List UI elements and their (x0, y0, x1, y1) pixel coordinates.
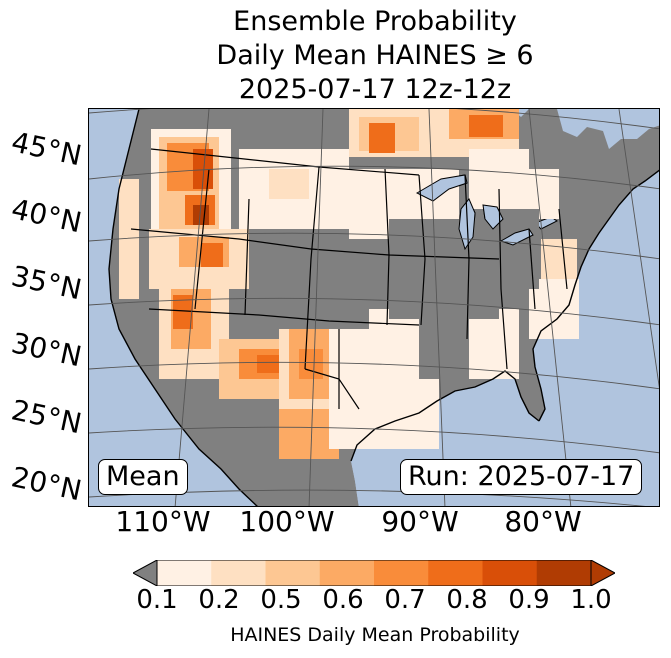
colorbar-tick-label: 0.6 (322, 585, 364, 615)
colorbar-segment (536, 560, 592, 586)
map-panel (88, 108, 660, 507)
probability-shading (119, 109, 599, 459)
lat-label-35: 35°N (8, 259, 85, 307)
colorbar-under-arrow (133, 560, 158, 586)
colorbar-segment (265, 560, 321, 586)
colorbar-segment (157, 560, 212, 586)
colorbar-tick-label: 0.1 (136, 585, 178, 615)
colorbar-tick-label: 1.0 (570, 585, 612, 615)
colorbar-segment (482, 560, 538, 586)
colorbar-tick-label: 0.9 (508, 585, 550, 615)
colorbar-segment (319, 560, 375, 586)
lat-label-30: 30°N (8, 326, 85, 374)
colorbar-outline (156, 560, 592, 586)
colorbar-segment (428, 560, 483, 586)
graticule (89, 109, 659, 506)
map-title-line-1: Ensemble Probability (233, 6, 517, 37)
lon-label-80: 80°W (504, 505, 582, 538)
lat-label-40: 40°N (8, 192, 85, 240)
lat-label-25: 25°N (8, 393, 85, 441)
pacific-ocean (89, 109, 257, 506)
lon-label-110: 110°W (115, 505, 211, 538)
colorbar-tick-label: 0.5 (260, 585, 302, 615)
colorbar-tick-label: 0.7 (384, 585, 426, 615)
lon-label-90: 90°W (381, 505, 459, 538)
probability-map (89, 109, 659, 506)
map-title-line-2: Daily Mean HAINES ≥ 6 (216, 40, 534, 71)
map-title-line-3: 2025-07-17 12z-12z (238, 74, 512, 105)
statistic-label-box: Mean (98, 459, 188, 495)
colorbar-segment (211, 560, 266, 586)
lat-label-45: 45°N (8, 125, 85, 173)
colorbar-over-arrow (590, 560, 615, 586)
colorbar (133, 560, 615, 586)
lon-label-100: 100°W (239, 505, 335, 538)
colorbar-caption: HAINES Daily Mean Probability (230, 624, 520, 646)
great-lakes-overlay (415, 174, 534, 251)
colorbar-tick-label: 0.2 (198, 585, 240, 615)
run-date-box: Run: 2025-07-17 (400, 459, 643, 495)
state-boundaries (130, 148, 568, 410)
colorbar-segment (374, 560, 429, 586)
lat-label-20: 20°N (8, 460, 85, 508)
colorbar-tick-label: 0.8 (446, 585, 488, 615)
